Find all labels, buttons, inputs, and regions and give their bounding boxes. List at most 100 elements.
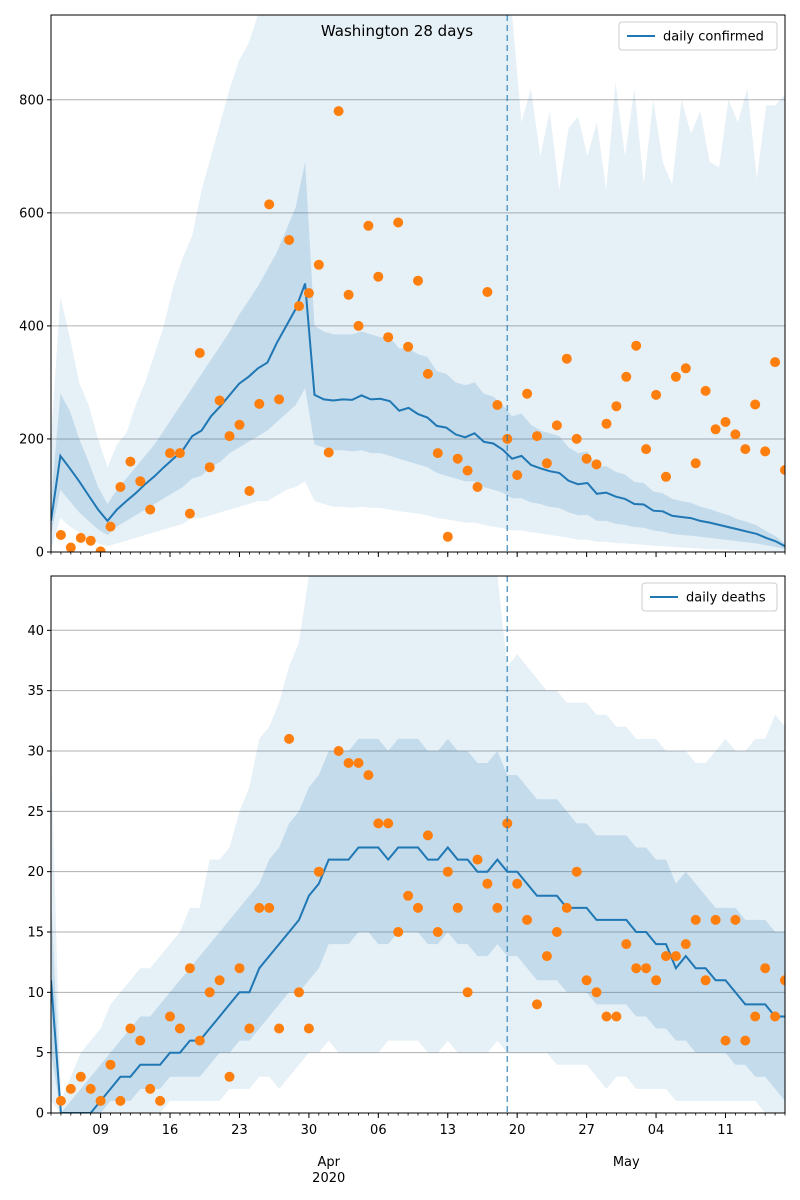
observed-point-confirmed	[95, 546, 106, 552]
x-tick-label: 23	[231, 1123, 248, 1138]
observed-point-confirmed	[65, 542, 76, 552]
median-line-deaths	[51, 845, 785, 1113]
observed-point-deaths	[234, 963, 245, 974]
observed-point-deaths	[135, 1035, 146, 1046]
observed-point-deaths	[482, 878, 493, 889]
y-tick-label-deaths-25: 25	[27, 805, 44, 820]
observed-point-deaths	[492, 902, 503, 913]
observed-point-confirmed	[661, 471, 671, 482]
y-tick-label-deaths-5: 5	[36, 1046, 44, 1061]
observed-point-deaths	[442, 866, 453, 877]
observed-point-confirmed	[760, 446, 771, 457]
observed-point-deaths	[165, 1011, 175, 1022]
observed-point-confirmed	[403, 341, 414, 352]
observed-point-confirmed	[323, 447, 334, 458]
observed-point-confirmed	[651, 389, 662, 400]
observed-point-deaths	[760, 963, 771, 974]
observed-point-confirmed	[700, 385, 711, 396]
inner-interval-band-confirmed	[51, 162, 785, 550]
observed-point-confirmed	[343, 289, 354, 300]
observed-point-confirmed	[432, 448, 443, 459]
x-tick-label: 11	[717, 1123, 734, 1138]
observed-point-deaths	[224, 1071, 235, 1082]
observed-point-confirmed	[561, 353, 572, 364]
observed-point-deaths	[284, 733, 295, 744]
observed-point-confirmed	[224, 431, 235, 442]
observed-point-confirmed	[472, 482, 483, 492]
observed-point-deaths	[303, 1023, 314, 1034]
observed-point-deaths	[383, 818, 394, 829]
observed-point-confirmed	[105, 521, 116, 532]
observed-point-confirmed	[621, 371, 632, 382]
observed-point-deaths	[393, 927, 404, 937]
observed-point-confirmed	[571, 433, 582, 444]
x-tick-label: 16	[162, 1123, 179, 1138]
observed-point-confirmed	[680, 363, 691, 374]
observed-point-deaths	[532, 999, 542, 1010]
observed-point-confirmed	[641, 444, 652, 455]
observed-point-confirmed	[512, 470, 523, 481]
observed-point-deaths	[740, 1035, 751, 1046]
observed-point-confirmed	[413, 275, 423, 286]
observed-point-confirmed	[690, 458, 701, 469]
y-tick-label-deaths-30: 30	[27, 744, 44, 759]
plot-area-deaths	[51, 576, 785, 1113]
plot-area-confirmed	[51, 15, 785, 552]
observed-point-confirmed	[125, 456, 136, 467]
observed-point-deaths	[55, 1095, 66, 1106]
observed-point-deaths	[95, 1095, 106, 1106]
observed-point-confirmed	[631, 340, 642, 351]
observed-point-confirmed	[750, 399, 761, 410]
y-tick-label-deaths-0: 0	[36, 1107, 44, 1122]
observed-point-confirmed	[363, 220, 374, 231]
x-tick-label: 06	[370, 1123, 387, 1138]
observed-point-deaths	[512, 878, 523, 889]
observed-point-confirmed	[740, 444, 751, 455]
observed-point-deaths	[631, 963, 642, 974]
observed-point-confirmed	[601, 418, 612, 429]
observed-point-deaths	[65, 1083, 76, 1094]
observed-point-confirmed	[383, 332, 394, 343]
observed-point-deaths	[502, 818, 513, 829]
observed-point-confirmed	[135, 476, 146, 487]
observed-point-confirmed	[145, 504, 156, 515]
observed-point-confirmed	[204, 462, 215, 473]
observed-point-deaths	[690, 914, 701, 925]
x-month-label-may: May	[613, 1155, 640, 1170]
observed-point-confirmed	[333, 106, 344, 117]
observed-point-confirmed	[780, 465, 785, 475]
x-year-label: 2020	[312, 1171, 345, 1186]
observed-point-deaths	[730, 914, 741, 925]
x-tick-label: 20	[509, 1123, 526, 1138]
observed-point-confirmed	[214, 395, 225, 406]
observed-point-confirmed	[294, 301, 304, 312]
observed-point-deaths	[313, 866, 324, 877]
observed-point-deaths	[661, 951, 671, 962]
observed-point-deaths	[274, 1023, 285, 1034]
observed-point-deaths	[581, 975, 592, 986]
observed-point-confirmed	[174, 448, 185, 459]
observed-point-deaths	[264, 902, 275, 913]
observed-point-deaths	[254, 902, 265, 913]
y-tick-label-confirmed-600: 600	[19, 206, 44, 221]
observed-point-deaths	[75, 1071, 86, 1082]
y-tick-label-deaths-40: 40	[27, 624, 44, 639]
observed-point-deaths	[244, 1023, 255, 1034]
x-tick-label: 09	[92, 1123, 109, 1138]
y-tick-label-deaths-10: 10	[27, 986, 44, 1001]
observed-point-deaths	[601, 1011, 612, 1022]
observed-point-deaths	[432, 927, 443, 937]
legend-label-confirmed: daily confirmed	[663, 30, 764, 45]
outer-interval-band-deaths	[51, 576, 785, 1113]
observed-point-confirmed	[482, 287, 493, 297]
observed-point-confirmed	[194, 348, 205, 358]
confirmed-panel: 0 200 400 600 800 daily confirmed	[19, 14, 786, 561]
observed-point-deaths	[403, 890, 414, 901]
observed-point-deaths	[700, 975, 711, 986]
x-month-label-apr: Apr	[317, 1155, 340, 1170]
x-tick-label: 13	[439, 1123, 456, 1138]
observed-point-confirmed	[720, 417, 731, 427]
observed-point-confirmed	[492, 400, 503, 410]
observed-point-deaths	[373, 818, 384, 829]
observed-point-deaths	[750, 1011, 761, 1022]
